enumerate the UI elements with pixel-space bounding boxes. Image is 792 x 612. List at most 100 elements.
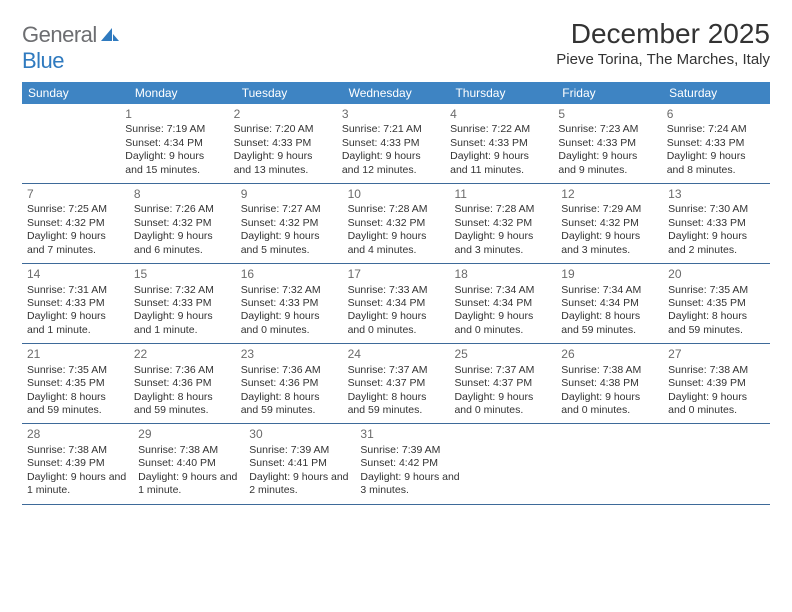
daylight-line: Daylight: 9 hours and 1 minute.: [138, 471, 239, 498]
week-row: 28Sunrise: 7:38 AMSunset: 4:39 PMDayligh…: [22, 424, 770, 504]
daylight-line: Daylight: 9 hours and 1 minute.: [27, 310, 124, 337]
day-number: 22: [134, 347, 231, 362]
empty-day: [467, 424, 568, 503]
day-cell: 21Sunrise: 7:35 AMSunset: 4:35 PMDayligh…: [22, 344, 129, 423]
day-cell: 24Sunrise: 7:37 AMSunset: 4:37 PMDayligh…: [343, 344, 450, 423]
top-row: General Blue December 2025 Pieve Torina,…: [22, 18, 770, 74]
sunset-line: Sunset: 4:33 PM: [668, 217, 765, 230]
sunrise-line: Sunrise: 7:28 AM: [348, 203, 445, 216]
sunrise-line: Sunrise: 7:32 AM: [134, 284, 231, 297]
day-cell: 3Sunrise: 7:21 AMSunset: 4:33 PMDaylight…: [337, 104, 445, 183]
sunrise-line: Sunrise: 7:29 AM: [561, 203, 658, 216]
day-cell: 20 Sunrise: 7:35 AMSunset: 4:35 PMDayligh…: [663, 264, 770, 343]
day-number: 18: [454, 267, 551, 282]
daylight-line: Daylight: 9 hours and 0 minutes.: [241, 310, 338, 337]
daylight-line: Daylight: 8 hours and 59 minutes.: [561, 310, 658, 337]
day-header: Wednesday: [343, 82, 450, 104]
day-cell: 17Sunrise: 7:33 AMSunset: 4:34 PMDayligh…: [343, 264, 450, 343]
sunset-line: Sunset: 4:41 PM: [249, 457, 350, 470]
daylight-line: Daylight: 9 hours and 11 minutes.: [450, 150, 548, 177]
sunrise-line: Sunrise: 7:37 AM: [348, 364, 445, 377]
day-cell: 2Sunrise: 7:20 AMSunset: 4:33 PMDaylight…: [229, 104, 337, 183]
sunset-line: Sunset: 4:32 PM: [27, 217, 124, 230]
sunrise-line: Sunrise: 7:35 AM: [668, 284, 765, 297]
daylight-line: Daylight: 9 hours and 3 minutes.: [360, 471, 461, 498]
day-number: 16: [241, 267, 338, 282]
empty-day: [568, 424, 669, 503]
day-cell: 15Sunrise: 7:32 AMSunset: 4:33 PMDayligh…: [129, 264, 236, 343]
daylight-line: Daylight: 9 hours and 9 minutes.: [558, 150, 656, 177]
day-number: 9: [241, 187, 338, 202]
daylight-line: Daylight: 9 hours and 0 minutes.: [454, 391, 551, 418]
day-cell: 8Sunrise: 7:26 AMSunset: 4:32 PMDaylight…: [129, 184, 236, 263]
day-number: 30: [249, 427, 350, 442]
location-text: Pieve Torina, The Marches, Italy: [556, 51, 770, 68]
day-number: 21: [27, 347, 124, 362]
week-row: 1Sunrise: 7:19 AMSunset: 4:34 PMDaylight…: [22, 104, 770, 184]
sunrise-line: Sunrise: 7:31 AM: [27, 284, 124, 297]
day-cell: 6Sunrise: 7:24 AMSunset: 4:33 PMDaylight…: [662, 104, 770, 183]
sunset-line: Sunset: 4:32 PM: [561, 217, 658, 230]
week-row: 14Sunrise: 7:31 AMSunset: 4:33 PMDayligh…: [22, 264, 770, 344]
day-number: 31: [360, 427, 461, 442]
sunset-line: Sunset: 4:33 PM: [241, 297, 338, 310]
day-number: 24: [348, 347, 445, 362]
sunrise-line: Sunrise: 7:27 AM: [241, 203, 338, 216]
sunrise-line: Sunrise: 7:36 AM: [241, 364, 338, 377]
day-number: 25: [454, 347, 551, 362]
sunrise-line: Sunrise: 7:30 AM: [668, 203, 765, 216]
daylight-line: Daylight: 9 hours and 3 minutes.: [561, 230, 658, 257]
sunrise-line: Sunrise: 7:23 AM: [558, 123, 656, 136]
day-cell: 18Sunrise: 7:34 AMSunset: 4:34 PMDayligh…: [449, 264, 556, 343]
daylight-line: Daylight: 9 hours and 15 minutes.: [125, 150, 223, 177]
sunset-line: Sunset: 4:32 PM: [454, 217, 551, 230]
sunset-line: Sunset: 4:33 PM: [342, 137, 440, 150]
daylight-line: Daylight: 9 hours and 6 minutes.: [134, 230, 231, 257]
day-number: 23: [241, 347, 338, 362]
day-cell: 27Sunrise: 7:38 AMSunset: 4:39 PMDayligh…: [663, 344, 770, 423]
sunset-line: Sunset: 4:35 PM: [27, 377, 124, 390]
day-header: Sunday: [22, 82, 129, 104]
sunrise-line: Sunrise: 7:21 AM: [342, 123, 440, 136]
calendar-weeks: 1Sunrise: 7:19 AMSunset: 4:34 PMDaylight…: [22, 104, 770, 505]
daylight-line: Daylight: 9 hours and 0 minutes.: [348, 310, 445, 337]
sunset-line: Sunset: 4:39 PM: [27, 457, 128, 470]
sunset-line: Sunset: 4:36 PM: [241, 377, 338, 390]
sunset-line: Sunset: 4:42 PM: [360, 457, 461, 470]
sunrise-line: Sunrise: 7:39 AM: [360, 444, 461, 457]
day-number: 1: [125, 107, 223, 122]
logo: General Blue: [22, 18, 120, 74]
day-number: 10: [348, 187, 445, 202]
sunset-line: Sunset: 4:32 PM: [241, 217, 338, 230]
sunrise-line: Sunrise: 7:38 AM: [668, 364, 765, 377]
day-number: 2: [234, 107, 332, 122]
sunrise-line: Sunrise: 7:39 AM: [249, 444, 350, 457]
day-cell: 11Sunrise: 7:28 AMSunset: 4:32 PMDayligh…: [449, 184, 556, 263]
sunrise-line: Sunrise: 7:38 AM: [27, 444, 128, 457]
empty-day: [22, 104, 120, 183]
sunset-line: Sunset: 4:37 PM: [454, 377, 551, 390]
sunset-line: Sunset: 4:39 PM: [668, 377, 765, 390]
daylight-line: Daylight: 9 hours and 0 minutes.: [561, 391, 658, 418]
daylight-line: Daylight: 9 hours and 7 minutes.: [27, 230, 124, 257]
calendar: SundayMondayTuesdayWednesdayThursdayFrid…: [22, 82, 770, 505]
day-cell: 7Sunrise: 7:25 AMSunset: 4:32 PMDaylight…: [22, 184, 129, 263]
day-number: 17: [348, 267, 445, 282]
day-header: Tuesday: [236, 82, 343, 104]
day-number: 5: [558, 107, 656, 122]
day-cell: 25Sunrise: 7:37 AMSunset: 4:37 PMDayligh…: [449, 344, 556, 423]
day-number: 15: [134, 267, 231, 282]
day-number: 20: [668, 267, 765, 282]
week-row: 21Sunrise: 7:35 AMSunset: 4:35 PMDayligh…: [22, 344, 770, 424]
sunset-line: Sunset: 4:35 PM: [668, 297, 765, 310]
daylight-line: Daylight: 9 hours and 2 minutes.: [668, 230, 765, 257]
daylight-line: Daylight: 8 hours and 59 minutes.: [668, 310, 765, 337]
sunset-line: Sunset: 4:33 PM: [134, 297, 231, 310]
sunset-line: Sunset: 4:34 PM: [348, 297, 445, 310]
day-cell: 14Sunrise: 7:31 AMSunset: 4:33 PMDayligh…: [22, 264, 129, 343]
day-cell: 23Sunrise: 7:36 AMSunset: 4:36 PMDayligh…: [236, 344, 343, 423]
day-number: 8: [134, 187, 231, 202]
sunset-line: Sunset: 4:33 PM: [450, 137, 548, 150]
sunrise-line: Sunrise: 7:20 AM: [234, 123, 332, 136]
daylight-line: Daylight: 8 hours and 59 minutes.: [27, 391, 124, 418]
